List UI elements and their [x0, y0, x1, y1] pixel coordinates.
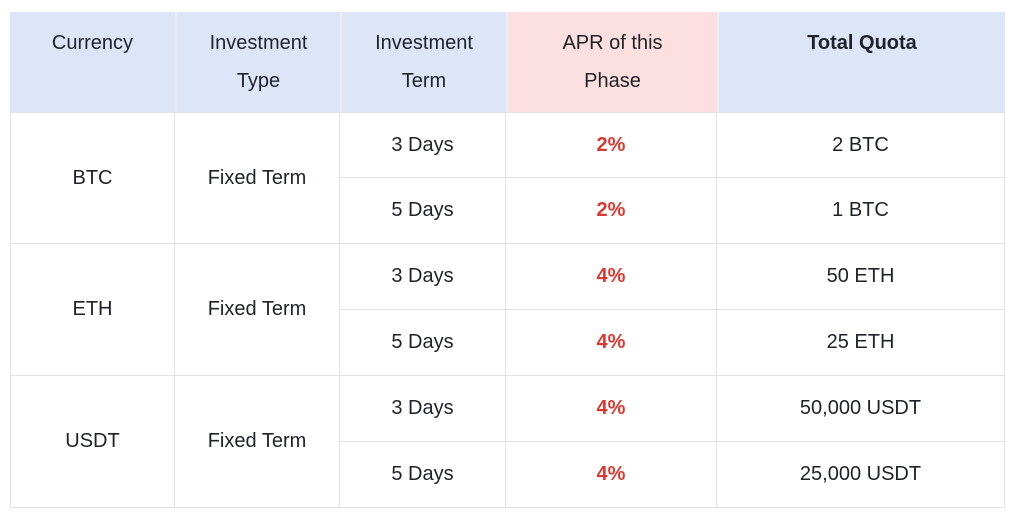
- column-header-currency: Currency: [10, 12, 175, 112]
- column-header-label: Currency: [51, 32, 134, 54]
- column-header-label: Investment Term: [375, 32, 473, 92]
- investment-term-cell: 3 Days: [340, 112, 506, 178]
- apr-cell: 2%: [506, 178, 717, 244]
- currency-cell: USDT: [10, 376, 175, 508]
- apr-cell: 4%: [506, 442, 717, 508]
- table-row-eth-5d: 5 Days 4% 25 ETH: [10, 310, 1005, 376]
- total-quota-cell: 1 BTC: [717, 178, 1005, 244]
- investment-term-cell: 3 Days: [340, 376, 506, 442]
- column-header-investment-term: Investment Term: [340, 12, 506, 112]
- total-quota-cell: 2 BTC: [717, 112, 1005, 178]
- investment-term-cell: 5 Days: [340, 310, 506, 376]
- total-quota-cell: 50,000 USDT: [717, 376, 1005, 442]
- apr-cell: 4%: [506, 244, 717, 310]
- total-quota-cell: 50 ETH: [717, 244, 1005, 310]
- investment-type-cell: Fixed Term: [175, 112, 340, 244]
- table-row-btc-5d: 5 Days 2% 1 BTC: [10, 178, 1005, 244]
- apr-cell: 4%: [506, 310, 717, 376]
- investment-term-cell: 5 Days: [340, 442, 506, 508]
- investment-type-cell: Fixed Term: [175, 376, 340, 508]
- table-row-usdt-3d: USDT Fixed Term 3 Days 4% 50,000 USDT: [10, 376, 1005, 508]
- table-row-btc-3d: BTC Fixed Term 3 Days 2% 2 BTC: [10, 112, 1005, 244]
- table-row-eth-3d: ETH Fixed Term 3 Days 4% 50 ETH: [10, 244, 1005, 376]
- apr-cell: 4%: [506, 376, 717, 442]
- column-header-investment-type: Investment Type: [175, 12, 340, 112]
- column-header-label: Total Quota: [807, 32, 917, 54]
- investment-term-cell: 5 Days: [340, 178, 506, 244]
- column-header-total-quota: Total Quota: [717, 12, 1005, 112]
- column-header-label: Investment Type: [209, 32, 308, 92]
- total-quota-cell: 25,000 USDT: [717, 442, 1005, 508]
- total-quota-cell: 25 ETH: [717, 310, 1005, 376]
- currency-cell: BTC: [10, 112, 175, 244]
- table-row-usdt-5d: 5 Days 4% 25,000 USDT: [10, 442, 1005, 508]
- column-header-label: APR of this Phase: [562, 32, 663, 92]
- investment-term-cell: 3 Days: [340, 244, 506, 310]
- investment-products-table: Currency Investment Type Investment Term…: [10, 12, 1005, 508]
- header-row: Currency Investment Type Investment Term…: [10, 12, 1005, 112]
- apr-cell: 2%: [506, 112, 717, 178]
- currency-cell: ETH: [10, 244, 175, 376]
- column-header-apr: APR of this Phase: [506, 12, 717, 112]
- investment-type-cell: Fixed Term: [175, 244, 340, 376]
